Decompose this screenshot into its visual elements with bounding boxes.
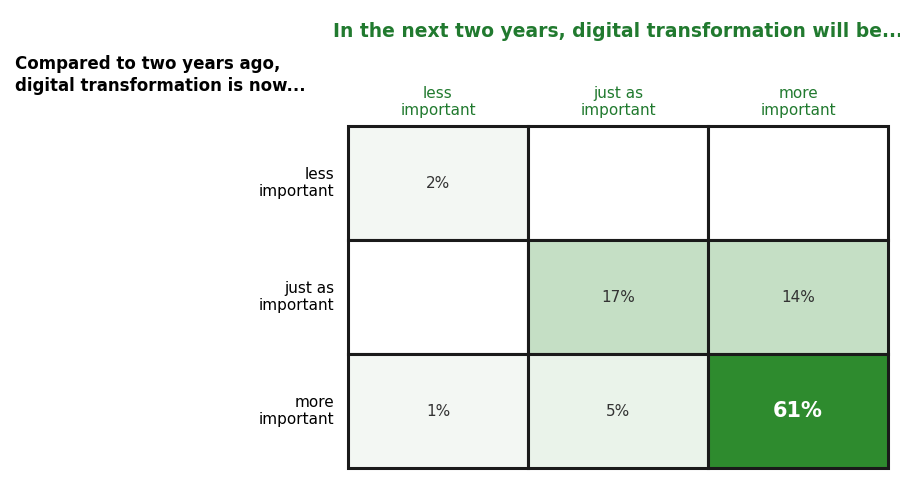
Text: 14%: 14% — [781, 290, 815, 305]
Bar — [708, 126, 888, 240]
Bar — [528, 240, 708, 354]
Bar — [708, 240, 888, 354]
Text: 1%: 1% — [426, 404, 450, 419]
Text: 5%: 5% — [606, 404, 630, 419]
Text: more
important: more important — [760, 86, 836, 118]
Bar — [348, 126, 528, 240]
Bar — [528, 354, 708, 468]
Text: just as
important: just as important — [258, 281, 334, 313]
Text: digital transformation is now...: digital transformation is now... — [15, 77, 306, 95]
Text: 61%: 61% — [773, 401, 823, 421]
Text: Compared to two years ago,: Compared to two years ago, — [15, 55, 281, 73]
Text: In the next two years, digital transformation will be...: In the next two years, digital transform… — [333, 22, 900, 41]
Bar — [348, 354, 528, 468]
Text: just as
important: just as important — [580, 86, 656, 118]
Text: 2%: 2% — [426, 176, 450, 190]
Text: 17%: 17% — [601, 290, 634, 305]
Text: more
important: more important — [258, 395, 334, 427]
Text: less
important: less important — [258, 167, 334, 199]
Bar — [348, 240, 528, 354]
Bar — [708, 354, 888, 468]
Text: less
important: less important — [400, 86, 476, 118]
Bar — [528, 126, 708, 240]
